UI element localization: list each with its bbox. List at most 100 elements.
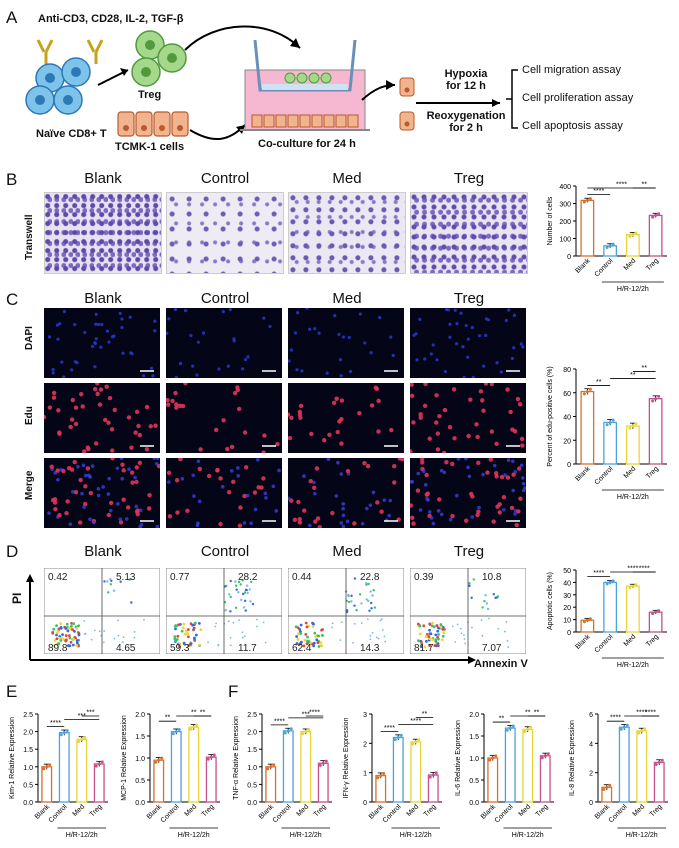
col-title-blank-b: Blank <box>84 170 122 187</box>
quad-ur-value: 28.2 <box>238 572 258 583</box>
bar-control <box>392 736 404 803</box>
significance-label: ** <box>642 182 648 189</box>
y-tick-label: 200 <box>559 219 571 226</box>
category-label: Treg <box>89 803 104 818</box>
y-tick-label: 4 <box>589 741 593 748</box>
chart-c: 0 20 40 60 80 Percent of edu-positive cells (… <box>547 365 667 500</box>
bar-med <box>188 726 200 803</box>
significance-label: **** <box>593 570 604 577</box>
bar-control <box>504 727 516 803</box>
y-tick-label: 2 <box>589 771 593 778</box>
significance-label: ** <box>191 710 197 717</box>
assay-3: Cell apoptosis assay <box>522 120 623 132</box>
significance-label: **** <box>384 725 395 732</box>
category-label: Control <box>594 633 615 654</box>
reox-label: Reoxygenation for 2 h <box>426 110 506 134</box>
quad-ll-value: 59.3 <box>170 643 190 654</box>
category-label: Control <box>494 803 515 824</box>
y-tick-label: 10 <box>563 618 571 625</box>
transwell-row-label: Transwell <box>24 214 35 260</box>
micro-edu-med <box>288 383 404 453</box>
quad-ul-value: 0.42 <box>48 572 68 583</box>
category-label: Treg <box>649 803 664 818</box>
y-tick-label: 40 <box>563 580 571 587</box>
significance-label: ** <box>596 379 602 386</box>
significance-label: **** <box>636 710 647 717</box>
category-label: Control <box>48 803 69 824</box>
bar-blank <box>580 390 595 465</box>
flow-plot-med: 0.44 22.8 62.4 14.3 <box>288 568 404 654</box>
significance-label: **** <box>309 710 320 717</box>
category-label: Control <box>382 803 403 824</box>
group-label: H/R-12/2h <box>290 832 322 839</box>
dapi-row-label: DAPI <box>24 326 35 350</box>
quad-ur-value: 5.13 <box>116 572 136 583</box>
category-label: Control <box>160 803 181 824</box>
edu-row-label: Edu <box>24 406 35 425</box>
y-tick-label: 2.5 <box>23 712 33 719</box>
significance-label: **** <box>50 720 61 727</box>
y-axis-label: Apoptotic cells (%) <box>547 572 554 630</box>
significance-label: **** <box>610 715 621 722</box>
y-tick-label: 0.0 <box>247 800 257 807</box>
quad-ul-value: 0.39 <box>414 572 434 583</box>
bar-treg <box>317 762 329 803</box>
bar-med <box>410 741 422 803</box>
y-tick-label: 1.0 <box>135 756 145 763</box>
y-tick-label: 0.5 <box>469 778 479 785</box>
y-axis-label: Kim-1 Relative Expression <box>9 717 16 799</box>
significance-label: **** <box>627 566 638 573</box>
bar-control <box>618 726 630 803</box>
bar-blank <box>153 759 165 803</box>
y-tick-label: 0.0 <box>23 800 33 807</box>
col-title-med-b: Med <box>332 170 362 187</box>
y-tick-label: 0.0 <box>135 800 145 807</box>
bar-control <box>58 732 70 803</box>
bar-treg <box>648 214 663 257</box>
significance-label: ** <box>642 365 648 372</box>
y-tick-label: 30 <box>563 593 571 600</box>
y-tick-label: 1.0 <box>23 765 33 772</box>
panel-f-letter: F <box>228 682 239 701</box>
bar-med <box>522 728 534 803</box>
y-tick-label: 0.0 <box>469 800 479 807</box>
y-tick-label: 2.5 <box>247 712 257 719</box>
flow-plot-treg: 0.39 10.8 81.7 7.07 <box>410 568 526 654</box>
y-tick-label: 50 <box>563 568 571 575</box>
category-label: Med <box>518 803 533 818</box>
flow-axes <box>26 574 476 664</box>
quad-lr-value: 4.65 <box>116 643 136 654</box>
bar-med <box>636 730 648 803</box>
chart-e2: 0.0 0.5 1.0 1.5 2.0 MCP-1 Relative Expression… <box>121 710 220 839</box>
stimuli-label: Anti-CD3, CD28, IL-2, TGF-β <box>38 13 184 25</box>
panel-a-diagram <box>25 25 518 141</box>
panel-c-letter: C <box>6 290 19 309</box>
panel-b-letter: B <box>6 170 18 189</box>
micro-edu-control <box>166 383 282 453</box>
category-label: Med <box>184 803 199 818</box>
category-label: Blank <box>574 633 592 651</box>
y-tick-label: 0 <box>567 630 571 637</box>
category-label: Med <box>296 803 311 818</box>
transwell-image-treg <box>410 192 528 274</box>
group-label: H/R-12/2h <box>617 494 649 500</box>
quad-ul-value: 0.44 <box>292 572 312 583</box>
quad-ul-value: 0.77 <box>170 572 190 583</box>
hypoxia-label: Hypoxia for 12 h <box>444 68 488 92</box>
category-label: Treg <box>201 803 216 818</box>
category-label: Med <box>623 633 638 648</box>
micro-dapi-control <box>166 308 282 378</box>
significance-label: **** <box>274 718 285 725</box>
bar-blank <box>580 199 595 257</box>
category-label: Treg <box>645 633 660 648</box>
panel-d-letter: D <box>6 542 19 561</box>
bar-control <box>282 730 294 803</box>
y-axis-label: Number of cells <box>547 196 554 245</box>
y-tick-label: 3 <box>363 712 367 719</box>
significance-label: ** <box>630 372 636 379</box>
col-title-control-b: Control <box>200 170 250 187</box>
category-label: Med <box>72 803 87 818</box>
significance-label: ** <box>422 711 428 718</box>
bar-med <box>625 585 640 633</box>
y-tick-label: 2.0 <box>469 712 479 719</box>
